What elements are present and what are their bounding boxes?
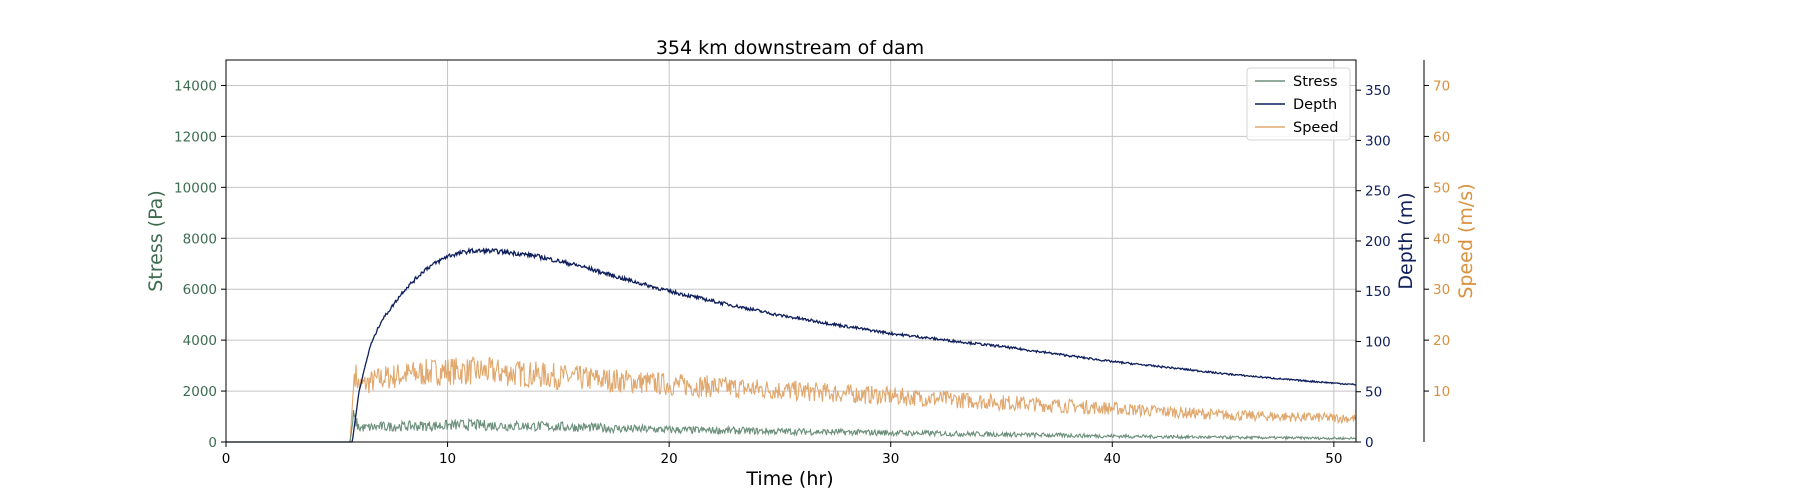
stress-tick-label: 10000 [174,180,217,196]
speed-tick-label: 20 [1433,333,1450,349]
series-line-depth [226,247,1356,443]
speed-axis-label: Speed (m/s) [1455,183,1477,298]
legend-label-speed: Speed [1293,120,1338,136]
depth-tick-label: 50 [1365,385,1382,401]
speed-tick-label: 50 [1433,180,1450,196]
speed-tick-label: 70 [1433,78,1450,94]
depth-tick-label: 250 [1365,184,1391,200]
legend-label-depth: Depth [1293,97,1337,113]
depth-axis-label: Depth (m) [1395,192,1417,289]
x-tick-label: 10 [439,451,456,467]
x-axis-label: Time (hr) [745,468,833,490]
chart-title: 354 km downstream of dam [656,37,924,59]
series-line-stress [226,409,1357,443]
depth-tick-label: 150 [1365,284,1391,300]
x-tick-label: 50 [1325,451,1342,467]
stress-tick-label: 14000 [174,78,217,94]
axes-layer: 0 10 20 30 40 5002000400060008000100001200014… [145,59,1477,467]
speed-tick-label: 60 [1433,129,1450,145]
plot-frame [225,59,1357,443]
stress-axis-label: Stress (Pa) [145,190,167,292]
stress-tick-label: 12000 [174,129,217,145]
x-tick-label: 20 [661,451,678,467]
stress-tick-label: 2000 [183,384,217,400]
legend-label-stress: Stress [1293,74,1338,90]
x-tick-label: 30 [882,451,899,467]
speed-tick-label: 30 [1433,282,1450,298]
stress-tick-label: 4000 [183,333,217,349]
x-tick-label: 0 [222,451,231,467]
stress-tick-label: 0 [208,435,217,451]
stress-tick-label: 6000 [183,282,217,298]
speed-tick-label: 10 [1433,384,1450,400]
depth-tick-label: 100 [1365,334,1391,350]
speed-tick-label: 40 [1433,231,1450,247]
x-tick-label: 40 [1104,451,1121,467]
depth-tick-label: 350 [1365,83,1391,99]
depth-tick-label: 200 [1365,234,1391,250]
depth-tick-label: 300 [1365,133,1391,149]
series-layer [226,247,1357,443]
stress-tick-label: 8000 [183,231,217,247]
depth-tick-label: 0 [1365,435,1374,451]
series-line-speed [226,355,1357,443]
legend-box [1246,67,1351,141]
legend: Stress Depth Speed [1246,67,1351,141]
